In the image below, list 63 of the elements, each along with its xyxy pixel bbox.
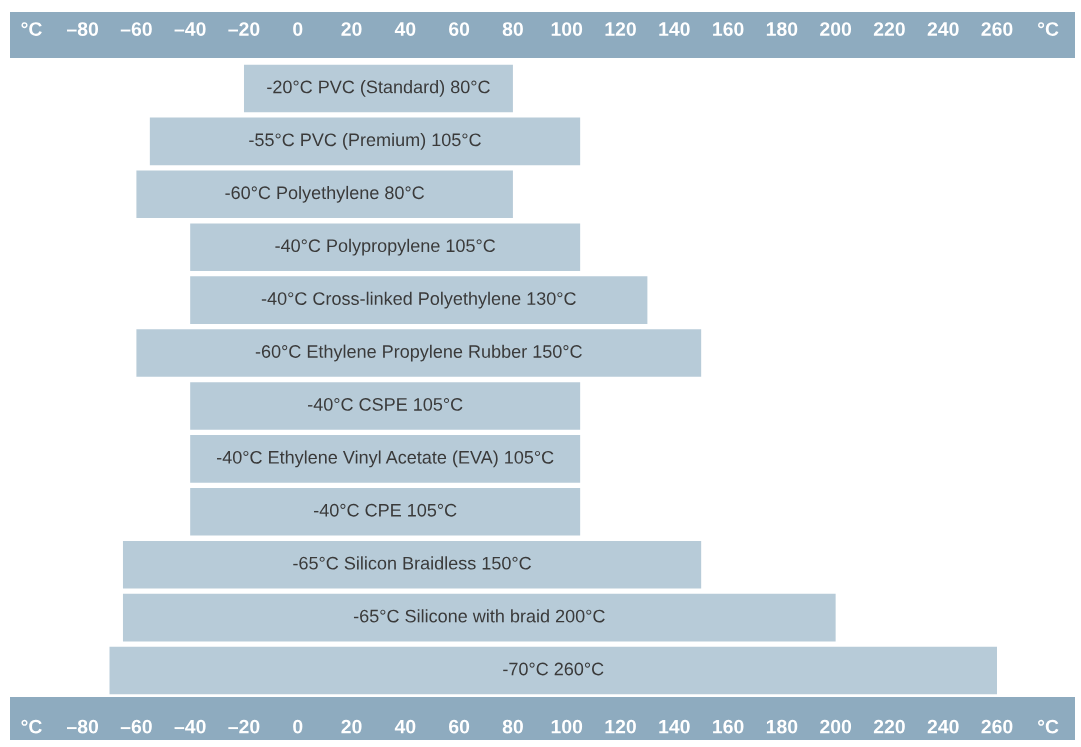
x-tick-label: 220 — [873, 719, 905, 734]
x2-tick-label: °C — [21, 22, 42, 36]
bar — [190, 382, 581, 430]
y-tick-label: -60°C Polyethylene 80°C — [225, 185, 425, 203]
y-tick-label: -20°C PVC (Standard) 80°C — [267, 80, 490, 97]
x2-tick-label: 180 — [766, 22, 798, 36]
x2-tick-label: 160 — [713, 22, 744, 36]
bar — [190, 276, 648, 324]
y-tick-label: -55°C PVC (Premium) 105°C — [249, 132, 481, 150]
bar — [136, 329, 702, 377]
bar — [243, 64, 513, 113]
y-tick-label: -60°C Ethylene Propylene Rubber 150°C — [255, 344, 582, 362]
x-tick-label: °C — [1038, 719, 1059, 734]
bar — [190, 487, 581, 536]
x2-tick-label: 220 — [873, 22, 905, 36]
y-tick-label: -40°C Cross-linked Polyethylene 130°C — [261, 291, 576, 309]
y-tick-label: -40°C Ethylene Vinyl Acetate (EVA) 105°C — [217, 450, 554, 468]
x2-tick-label: 140 — [659, 22, 690, 36]
x2-tick-label: 0 — [293, 22, 303, 36]
bar — [136, 170, 513, 219]
x-tick-label: –40 — [174, 719, 206, 734]
x2-tick-label: 40 — [394, 22, 416, 36]
x-tick-label: 200 — [820, 719, 852, 734]
x2-tick-label: °C — [1038, 22, 1059, 36]
y-tick-label: -40°C CPE 105°C — [314, 503, 457, 517]
x-tick-label: –60 — [120, 719, 152, 734]
x-tick-label: 120 — [605, 719, 636, 734]
x-tick-label: 260 — [981, 719, 1013, 734]
x-tick-label: °C — [21, 719, 42, 734]
x2-tick-label: 240 — [927, 22, 959, 36]
x-tick-label: 160 — [713, 719, 744, 734]
bar — [190, 223, 581, 272]
x2-tick-label: 80 — [502, 22, 523, 36]
x2-tick-label: 60 — [449, 22, 470, 36]
x2-tick-label: –80 — [66, 22, 99, 36]
x2-tick-label: 260 — [981, 22, 1013, 36]
x-tick-label: 100 — [551, 719, 583, 734]
y-tick-label: -65°C Silicone with braid 200°C — [353, 609, 605, 623]
y-tick-label: -65°C Silicon Braidless 150°C — [293, 556, 531, 570]
x-tick-label: 140 — [659, 719, 690, 734]
x2-tick-label: 120 — [605, 22, 636, 36]
x-tick-label: –80 — [66, 719, 99, 734]
x-tick-label: –20 — [228, 719, 260, 734]
x2-tick-label: –60 — [120, 22, 152, 36]
x-tick-label: 60 — [449, 719, 470, 734]
x2-tick-label: –20 — [228, 22, 260, 36]
x-tick-label: 80 — [502, 719, 523, 734]
x-tick-label: 40 — [394, 719, 416, 734]
bar — [122, 593, 836, 642]
y-tick-label: -70°C 260°C — [503, 662, 604, 676]
x-tick-label: 20 — [341, 719, 362, 734]
bar — [190, 435, 581, 483]
y-tick-label: -40°C Polypropylene 105°C — [275, 238, 496, 256]
x-tick-label: 240 — [927, 719, 959, 734]
bar — [122, 540, 702, 589]
x2-tick-label: 20 — [341, 22, 362, 36]
x-tick-label: 0 — [293, 719, 303, 734]
x2-tick-label: 200 — [820, 22, 852, 36]
x2-tick-label: 100 — [551, 22, 583, 36]
bar — [149, 117, 581, 166]
x2-tick-label: –40 — [174, 22, 206, 36]
y-tick-label: -40°C CSPE 105°C — [308, 398, 463, 411]
x-tick-label: 180 — [766, 719, 798, 734]
